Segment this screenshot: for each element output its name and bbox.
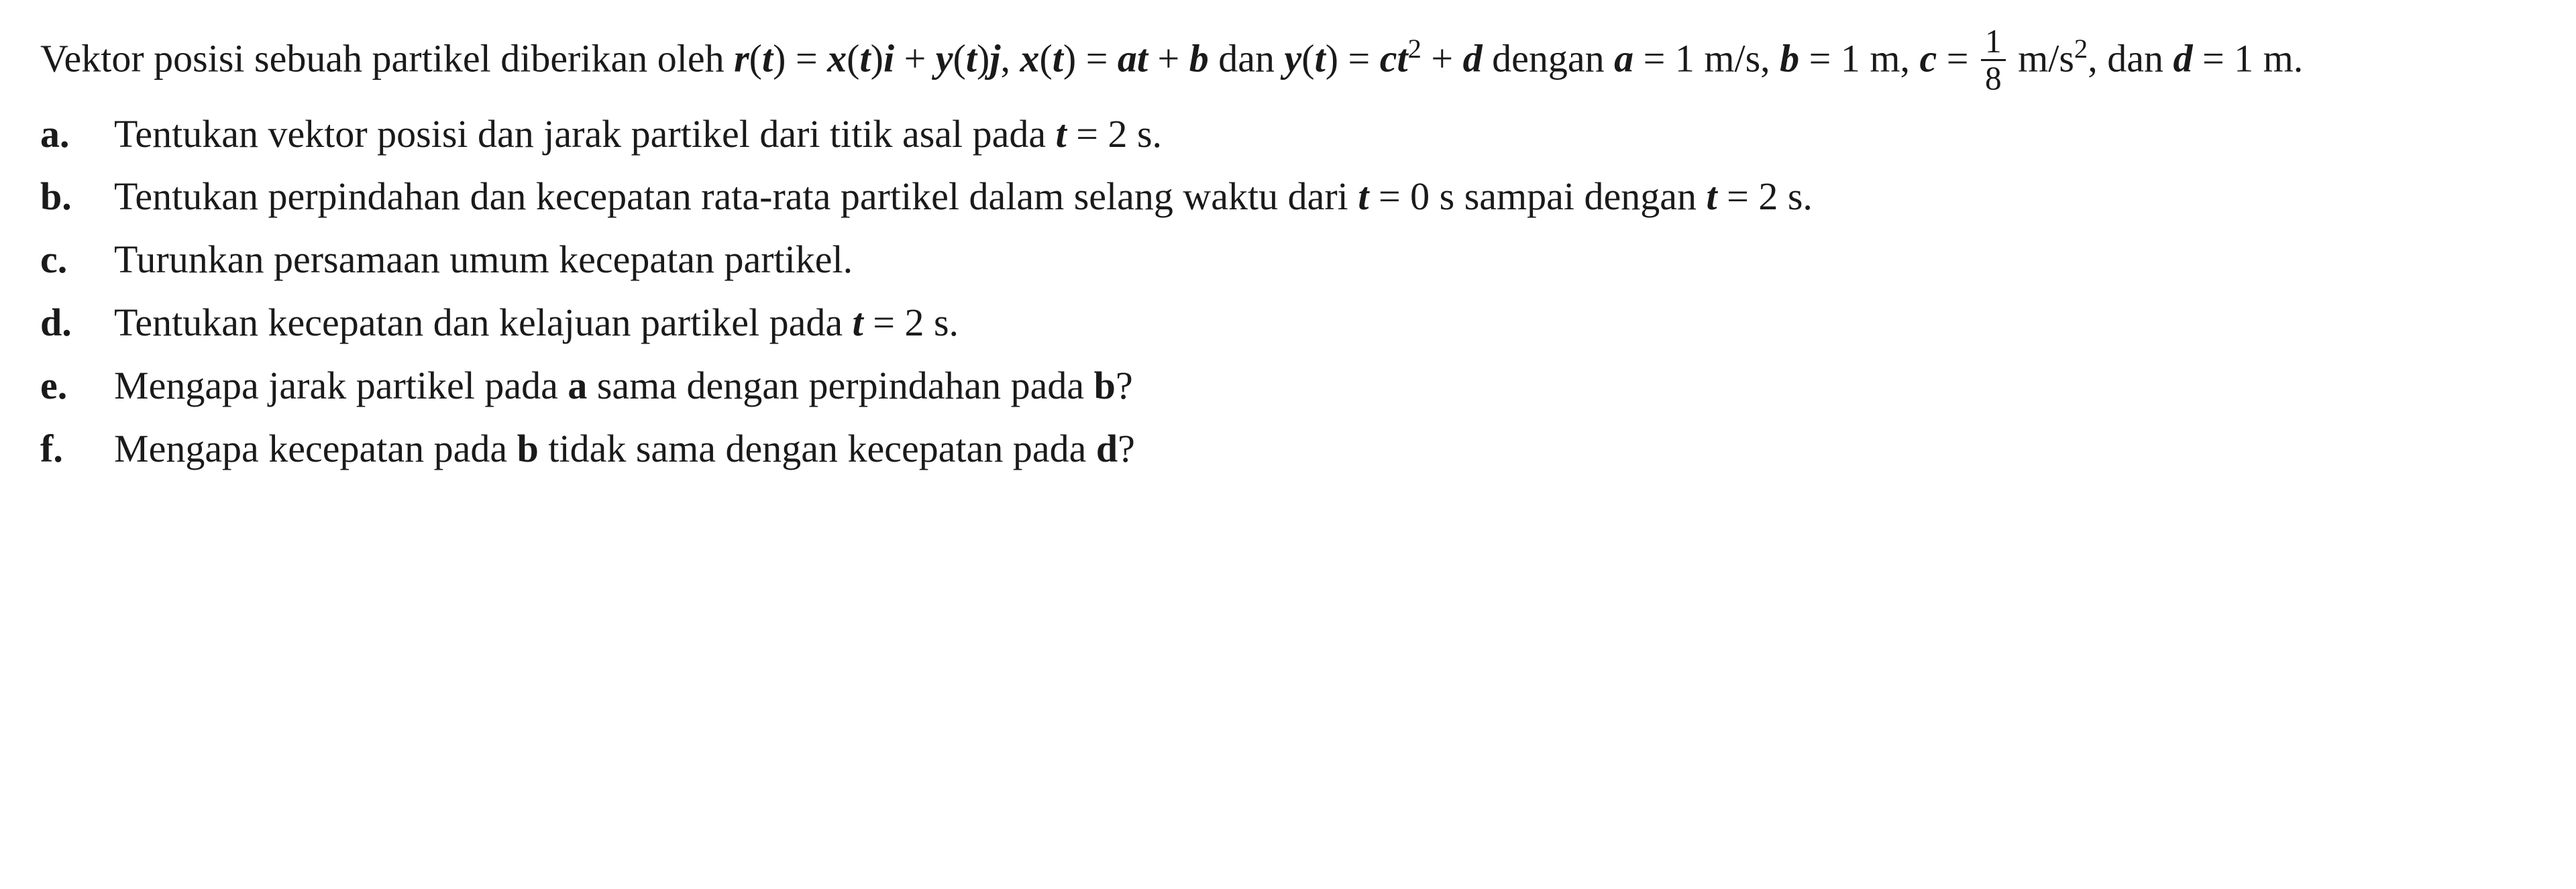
text: )	[871, 37, 883, 81]
fraction-numerator: 1	[1981, 24, 2006, 59]
variable-t: t	[1707, 174, 1717, 218]
text: ) =	[1063, 37, 1118, 81]
item-label-f: f.	[40, 419, 114, 479]
list-item-d: d. Tentukan kecepatan dan kelajuan parti…	[40, 293, 2536, 353]
ref-b: b	[517, 427, 539, 470]
text: Turunkan persamaan umum kecepatan partik…	[114, 238, 853, 281]
text: =	[1937, 37, 1978, 81]
text: ?	[1118, 427, 1135, 470]
variable-a: a	[1614, 37, 1633, 81]
list-item-a: a. Tentukan vektor posisi dan jarak part…	[40, 104, 2536, 164]
variable-t: t	[1358, 174, 1368, 218]
variable-t: t	[1315, 37, 1326, 81]
text: Tentukan perpindahan dan kecepatan rata-…	[114, 174, 1358, 218]
list-item-b: b. Tentukan perpindahan dan kecepatan ra…	[40, 166, 2536, 227]
ref-b: b	[1094, 364, 1116, 407]
text: +	[1421, 37, 1463, 81]
text: Tentukan vektor posisi dan jarak partike…	[114, 112, 1056, 156]
variable-at: at	[1118, 37, 1148, 81]
item-content-f: Mengapa kecepatan pada b tidak sama deng…	[114, 419, 2536, 479]
variable-t: t	[966, 37, 977, 81]
item-label-e: e.	[40, 356, 114, 416]
list-item-f: f. Mengapa kecepatan pada b tidak sama d…	[40, 419, 2536, 479]
text: +	[894, 37, 936, 81]
variable-t: t	[1056, 112, 1067, 156]
ref-d: d	[1096, 427, 1118, 470]
text: = 2 s.	[863, 301, 959, 344]
variable-i: i	[883, 37, 894, 81]
item-content-a: Tentukan vektor posisi dan jarak partike…	[114, 104, 2536, 164]
variable-x: x	[827, 37, 847, 81]
text: dan	[1209, 37, 1275, 81]
text: = 2 s.	[1067, 112, 1162, 156]
variable-t: t	[853, 301, 863, 344]
item-content-b: Tentukan perpindahan dan kecepatan rata-…	[114, 166, 2536, 227]
text: ,	[1000, 37, 1020, 81]
variable-b: b	[1189, 37, 1209, 81]
text: )	[977, 37, 989, 81]
item-content-d: Tentukan kecepatan dan kelajuan partikel…	[114, 293, 2536, 353]
variable-b: b	[1780, 37, 1799, 81]
variable-x: x	[1020, 37, 1039, 81]
intro-text-1: Vektor posisi sebuah partikel diberikan …	[40, 37, 734, 81]
fraction-denominator: 8	[1981, 59, 2006, 96]
text: (	[953, 37, 966, 81]
text: (	[1301, 37, 1314, 81]
text: Mengapa kecepatan pada	[114, 427, 517, 470]
text: = 2 s.	[1717, 174, 1813, 218]
item-label-b: b.	[40, 166, 114, 227]
variable-t: t	[1053, 37, 1063, 81]
list-item-c: c. Turunkan persamaan umum kecepatan par…	[40, 229, 2536, 290]
item-label-c: c.	[40, 229, 114, 290]
text: (	[847, 37, 859, 81]
item-label-d: d.	[40, 293, 114, 353]
text: , dan	[2088, 37, 2173, 81]
variable-ct: ct	[1380, 37, 1408, 81]
variable-y: y	[1285, 37, 1302, 81]
variable-d: d	[1463, 37, 1483, 81]
ref-a: a	[568, 364, 587, 407]
item-label-a: a.	[40, 104, 114, 164]
exponent: 2	[2074, 34, 2088, 64]
variable-d: d	[2173, 37, 2192, 81]
text: Tentukan kecepatan dan kelajuan partikel…	[114, 301, 853, 344]
text: ) =	[1326, 37, 1380, 81]
exponent: 2	[1408, 34, 1421, 64]
fraction: 18	[1981, 24, 2006, 96]
text: = 1 m/s,	[1633, 37, 1780, 81]
text: (	[749, 37, 762, 81]
text: m/s	[2008, 37, 2074, 81]
variable-y: y	[936, 37, 953, 81]
text: tidak sama dengan kecepatan pada	[539, 427, 1096, 470]
problem-intro: Vektor posisi sebuah partikel diberikan …	[40, 27, 2536, 99]
item-content-c: Turunkan persamaan umum kecepatan partik…	[114, 229, 2536, 290]
variable-t: t	[762, 37, 773, 81]
text: +	[1148, 37, 1189, 81]
text: sama dengan perpindahan pada	[587, 364, 1093, 407]
question-list: a. Tentukan vektor posisi dan jarak part…	[40, 104, 2536, 479]
text: ) =	[773, 37, 827, 81]
variable-j: j	[989, 37, 1000, 81]
list-item-e: e. Mengapa jarak partikel pada a sama de…	[40, 356, 2536, 416]
variable-r: r	[734, 37, 749, 81]
text: = 1 m,	[1799, 37, 1919, 81]
text: (	[1039, 37, 1052, 81]
text: dengan	[1483, 37, 1615, 81]
variable-t: t	[859, 37, 870, 81]
variable-c: c	[1919, 37, 1937, 81]
text: Mengapa jarak partikel pada	[114, 364, 568, 407]
text: = 1 m.	[2192, 37, 2303, 81]
text: ?	[1116, 364, 1133, 407]
item-content-e: Mengapa jarak partikel pada a sama denga…	[114, 356, 2536, 416]
text: = 0 s sampai dengan	[1368, 174, 1706, 218]
